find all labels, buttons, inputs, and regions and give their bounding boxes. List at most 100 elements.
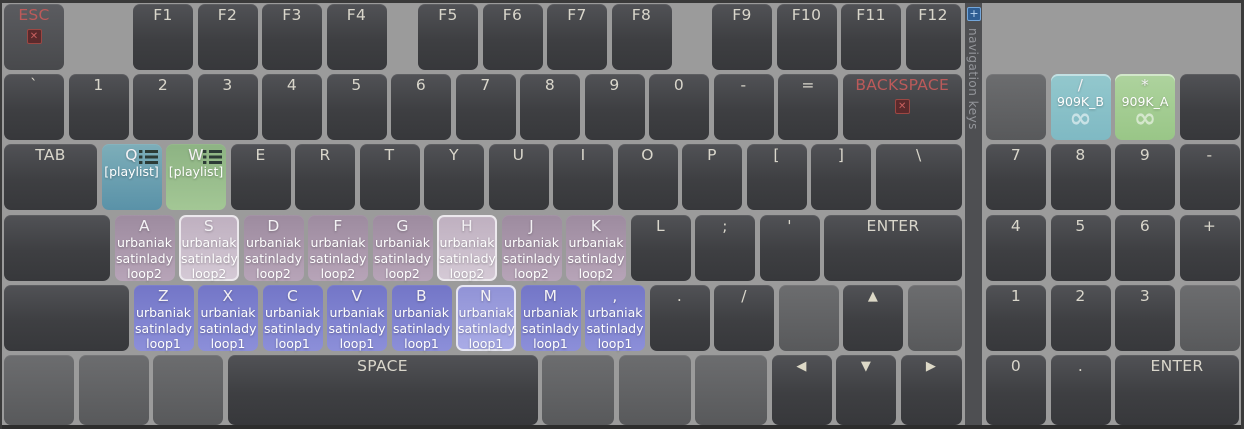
key-menu[interactable]: [695, 355, 767, 425]
key-i[interactable]: I: [553, 144, 613, 210]
key-label: F11: [856, 6, 886, 24]
key-enter[interactable]: ENTER: [824, 215, 962, 281]
key-f11[interactable]: F11: [841, 4, 901, 70]
key-right-alt[interactable]: [542, 355, 614, 425]
key-tab[interactable]: TAB: [4, 144, 97, 210]
key-numpad-plus[interactable]: +: [1179, 215, 1240, 281]
key-numpad-2[interactable]: 2: [1050, 285, 1111, 351]
key-arrow-up[interactable]: ▲: [843, 285, 903, 351]
key-f4[interactable]: F4: [326, 4, 387, 70]
key-l[interactable]: L: [630, 215, 691, 281]
key-f7[interactable]: F7: [547, 4, 607, 70]
key-bracket-close[interactable]: ]: [811, 144, 871, 210]
key-numpad-9[interactable]: 9: [1115, 144, 1175, 210]
key-f8[interactable]: F8: [611, 4, 672, 70]
key-digit-0[interactable]: 0: [649, 74, 709, 140]
key-w[interactable]: W [playlist]: [166, 144, 226, 210]
key-arrow-left[interactable]: ◀: [771, 355, 832, 425]
key-y[interactable]: Y: [424, 144, 484, 210]
key-numpad-blank-top[interactable]: [1179, 74, 1240, 140]
key-f3[interactable]: F3: [262, 4, 322, 70]
key-space[interactable]: SPACE: [227, 355, 538, 425]
key-quote[interactable]: ': [759, 215, 820, 281]
key-e[interactable]: E: [230, 144, 291, 210]
key-numpad-multiply[interactable]: * 909K_A ∞: [1115, 74, 1175, 140]
key-f1[interactable]: F1: [133, 4, 193, 70]
key-left-super[interactable]: [78, 355, 149, 425]
key-num-lock[interactable]: [986, 74, 1046, 140]
key-f10[interactable]: F10: [776, 4, 837, 70]
key-numpad-1[interactable]: 1: [986, 285, 1046, 351]
key-left-ctrl[interactable]: [4, 355, 74, 425]
key-f6[interactable]: F6: [482, 4, 543, 70]
key-digit-2[interactable]: 2: [133, 74, 193, 140]
key-digit-8[interactable]: 8: [520, 74, 580, 140]
key-caps-lock[interactable]: [4, 215, 110, 281]
key-numpad-decimal[interactable]: .: [1050, 355, 1111, 425]
key-right-modifier-1[interactable]: [778, 285, 839, 351]
key-comma[interactable]: , urbaniak satinlady loop1: [585, 285, 645, 351]
key-f2[interactable]: F2: [197, 4, 258, 70]
key-equals[interactable]: =: [778, 74, 838, 140]
key-numpad-3[interactable]: 3: [1115, 285, 1175, 351]
key-period[interactable]: .: [649, 285, 710, 351]
key-numpad-minus[interactable]: -: [1179, 144, 1240, 210]
key-p[interactable]: P: [682, 144, 742, 210]
key-o[interactable]: O: [617, 144, 678, 210]
key-digit-6[interactable]: 6: [391, 74, 451, 140]
key-backspace[interactable]: BACKSPACE ✕: [842, 74, 962, 140]
key-backslash[interactable]: \: [875, 144, 962, 210]
key-bracket-open[interactable]: [: [746, 144, 807, 210]
key-left-alt[interactable]: [153, 355, 223, 425]
key-semicolon[interactable]: ;: [695, 215, 755, 281]
key-numpad-divide[interactable]: /909K_B ∞: [1050, 74, 1111, 140]
key-digit-1[interactable]: 1: [68, 74, 129, 140]
key-numpad-8[interactable]: 8: [1050, 144, 1111, 210]
key-digit-7[interactable]: 7: [455, 74, 516, 140]
key-u[interactable]: U: [488, 144, 549, 210]
key-numpad-5[interactable]: 5: [1050, 215, 1111, 281]
key-numpad-0[interactable]: 0: [986, 355, 1046, 425]
key-label: 1: [1010, 287, 1022, 305]
key-arrow-right[interactable]: ▶: [900, 355, 962, 425]
key-f9[interactable]: F9: [712, 4, 772, 70]
key-q[interactable]: Q [playlist]: [101, 144, 162, 210]
key-minus[interactable]: -: [713, 74, 774, 140]
key-backtick[interactable]: `: [4, 74, 64, 140]
key-numpad-6[interactable]: 6: [1115, 215, 1175, 281]
key-numpad-4[interactable]: 4: [986, 215, 1046, 281]
key-slash[interactable]: /: [714, 285, 774, 351]
key-f12[interactable]: F12: [905, 4, 961, 70]
key-arrow-down[interactable]: ▼: [836, 355, 896, 425]
key-r[interactable]: R: [295, 144, 355, 210]
key-numpad-7[interactable]: 7: [986, 144, 1046, 210]
key-digit-5[interactable]: 5: [326, 74, 387, 140]
expand-navigation-button[interactable]: +: [967, 7, 981, 21]
key-digit-3[interactable]: 3: [197, 74, 258, 140]
key-digit-4[interactable]: 4: [262, 74, 322, 140]
key-left-shift[interactable]: [4, 285, 129, 351]
key-numpad-enter[interactable]: ENTER: [1115, 355, 1239, 425]
key-t[interactable]: T: [359, 144, 420, 210]
key-numpad-blank-bottom[interactable]: [1179, 285, 1240, 351]
key-digit-9[interactable]: 9: [584, 74, 645, 140]
key-f5[interactable]: F5: [418, 4, 478, 70]
key-right-super[interactable]: [618, 355, 691, 425]
key-esc[interactable]: ESC ✕: [4, 4, 64, 70]
key-right-modifier-2[interactable]: [907, 285, 962, 351]
